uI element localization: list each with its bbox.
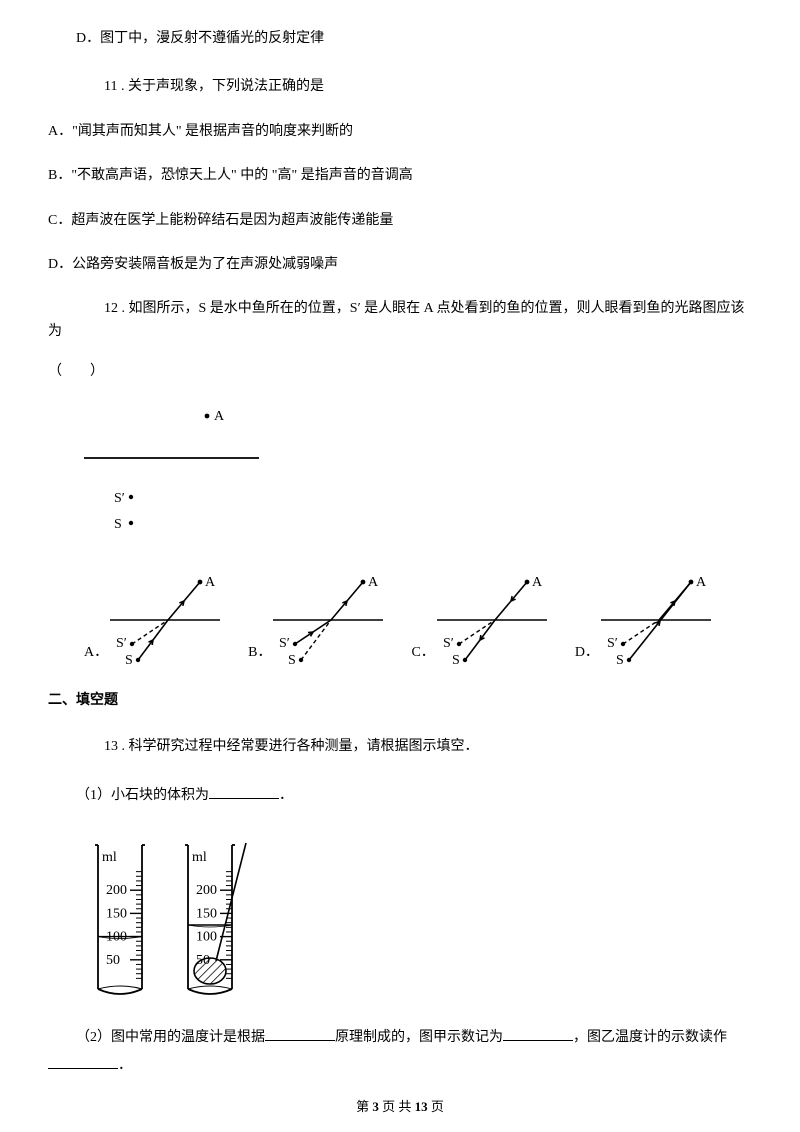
svg-text:A: A — [205, 575, 216, 590]
svg-text:A: A — [368, 575, 379, 590]
svg-text:A: A — [532, 575, 543, 590]
q11-opt-c: C．超声波在医学上能粉碎结石是因为超声波能传递能量 — [48, 210, 752, 232]
blank-1 — [209, 785, 279, 799]
q13-p1-b: ． — [279, 788, 293, 803]
blank-4 — [48, 1055, 118, 1069]
q13-p2-a: （2）图中常用的温度计是根据 — [76, 1030, 265, 1045]
q13-part2-line2: ． — [48, 1055, 752, 1077]
q12-opt-a: A． A S S′ — [84, 574, 220, 666]
page-footer: 第 3 页 共 13 页 — [0, 1097, 800, 1118]
q13-p2-b: 原理制成的，图甲示数记为 — [335, 1030, 503, 1045]
q11-opt-a: A．"闻其声而知其人" 是根据声音的响度来判断的 — [48, 121, 752, 143]
q13-part2-line1: （2）图中常用的温度计是根据 原理制成的，图甲示数记为 ，图乙温度计的示数读作 — [48, 1027, 752, 1049]
q12-main-diagram: A S′ S — [84, 402, 752, 560]
svg-text:200: 200 — [196, 883, 217, 898]
q12-stem-line1: 12 . 如图所示，S 是水中鱼所在的位置，S′ 是人眼在 A 点处看到的鱼的位… — [48, 298, 752, 343]
q11-opt-b: B．"不敢高声语，恐惊天上人" 中的 "高" 是指声音的音调高 — [48, 165, 752, 187]
previous-opt-d: D．图丁中，漫反射不遵循光的反射定律 — [48, 28, 752, 50]
svg-text:S′: S′ — [607, 636, 618, 651]
blank-3 — [503, 1027, 573, 1041]
q13-part1: （1）小石块的体积为 ． — [48, 785, 752, 807]
svg-text:A: A — [214, 409, 225, 424]
q12-opt-a-label: A． — [84, 642, 108, 666]
q13-stem: 13 . 科学研究过程中经常要进行各种测量，请根据图示填空． — [48, 736, 752, 758]
q12-opt-c-label: C． — [411, 642, 434, 666]
svg-text:S′: S′ — [443, 636, 454, 651]
footer-a: 第 — [356, 1099, 372, 1114]
blank-2 — [265, 1027, 335, 1041]
q12-opt-b: B． A S S′ — [248, 574, 383, 666]
footer-c: 页 共 — [379, 1099, 415, 1114]
q13-p1-a: （1）小石块的体积为 — [76, 788, 209, 803]
svg-text:S′: S′ — [116, 636, 127, 651]
svg-text:S′: S′ — [279, 636, 290, 651]
footer-e: 页 — [428, 1099, 444, 1114]
q13-cylinders: ml50100150200 ml50100150200 — [84, 833, 752, 1005]
svg-text:150: 150 — [106, 906, 127, 921]
q12-stem-line2: （ ） — [48, 361, 752, 383]
q13-p2-d: ． — [118, 1058, 132, 1073]
q12-options-row: A． A S S′ B． A S S′ C． A S S′ D． A S S′ — [84, 574, 752, 666]
q12-opt-b-label: B． — [248, 642, 271, 666]
svg-text:ml: ml — [192, 850, 207, 865]
svg-text:100: 100 — [196, 930, 217, 945]
svg-text:ml: ml — [102, 850, 117, 865]
q12-opt-d-label: D． — [575, 642, 599, 666]
svg-text:A: A — [696, 575, 707, 590]
svg-text:S: S — [288, 653, 296, 666]
q12-opt-d: D． A S S′ — [575, 574, 711, 666]
svg-text:S: S — [114, 517, 122, 532]
svg-text:150: 150 — [196, 906, 217, 921]
q13-p2-c: ，图乙温度计的示数读作 — [573, 1030, 727, 1045]
svg-text:S: S — [616, 653, 624, 666]
svg-text:S: S — [125, 653, 133, 666]
svg-text:S′: S′ — [114, 491, 125, 506]
section-2-title: 二、填空题 — [48, 688, 752, 710]
svg-text:200: 200 — [106, 883, 127, 898]
svg-text:50: 50 — [106, 953, 120, 968]
q11-opt-d: D．公路旁安装隔音板是为了在声源处减弱噪声 — [48, 254, 752, 276]
svg-text:S: S — [452, 653, 460, 666]
q12-opt-c: C． A S S′ — [411, 574, 546, 666]
q11-stem: 11 . 关于声现象，下列说法正确的是 — [48, 76, 752, 98]
footer-d: 13 — [415, 1099, 428, 1114]
